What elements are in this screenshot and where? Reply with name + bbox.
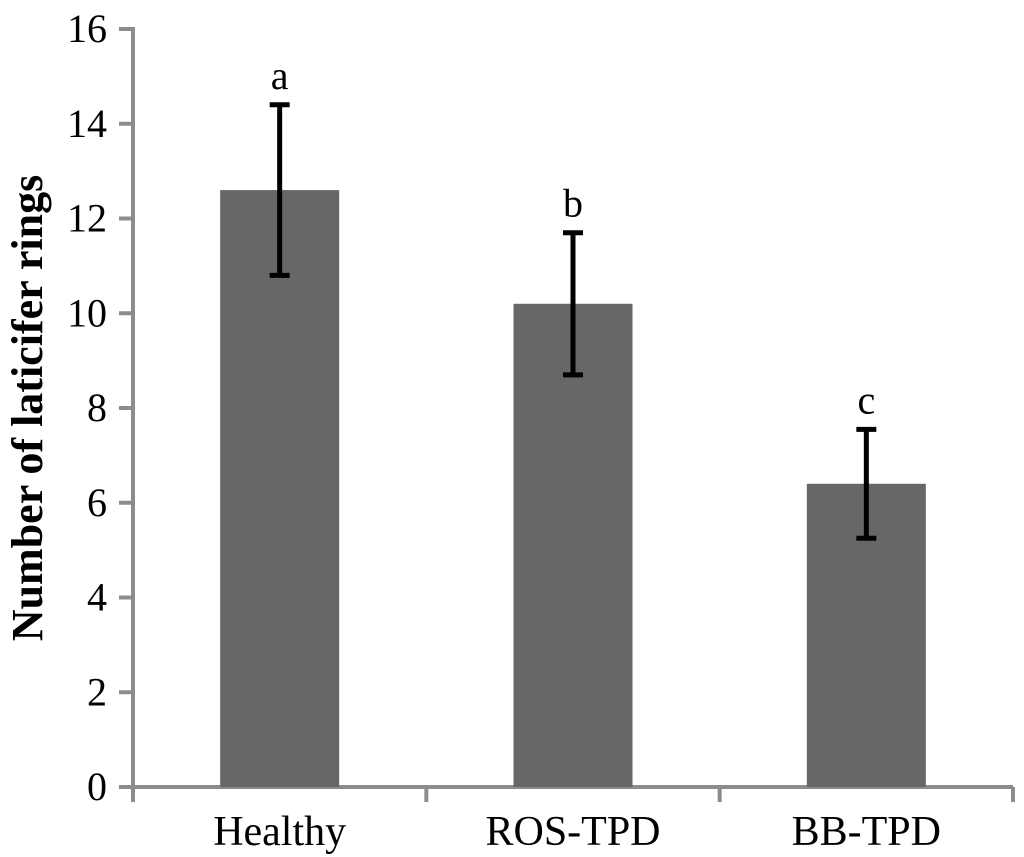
y-axis-tick-label: 2 [87,669,107,714]
significance-letter-healthy: a [271,53,289,98]
y-axis-tick-label: 10 [67,290,107,335]
chart-plot-area: 0 2 4 6 8 10 12 14 16 a Healthy b ROS-TPD c BB-TPD [67,6,1015,855]
bar-ros-tpd [513,303,633,787]
y-axis-tick-label: 0 [87,764,107,809]
x-axis-label-healthy: Healthy [213,809,346,855]
bar-healthy [220,190,340,787]
y-axis-tick-label: 6 [87,480,107,525]
y-axis-tick-label: 16 [67,6,107,51]
significance-letter-ros-tpd: b [563,181,583,226]
y-axis-tick-label: 14 [67,101,107,146]
y-axis-tick-label: 8 [87,385,107,430]
x-axis-label-ros-tpd: ROS-TPD [485,809,660,855]
y-axis-tick-label: 12 [67,196,107,241]
significance-letter-bb-tpd: c [857,377,875,422]
y-axis-tick-label: 4 [87,575,107,620]
y-axis-title: Number of laticifer rings [3,175,52,641]
x-axis-label-bb-tpd: BB-TPD [792,809,941,855]
